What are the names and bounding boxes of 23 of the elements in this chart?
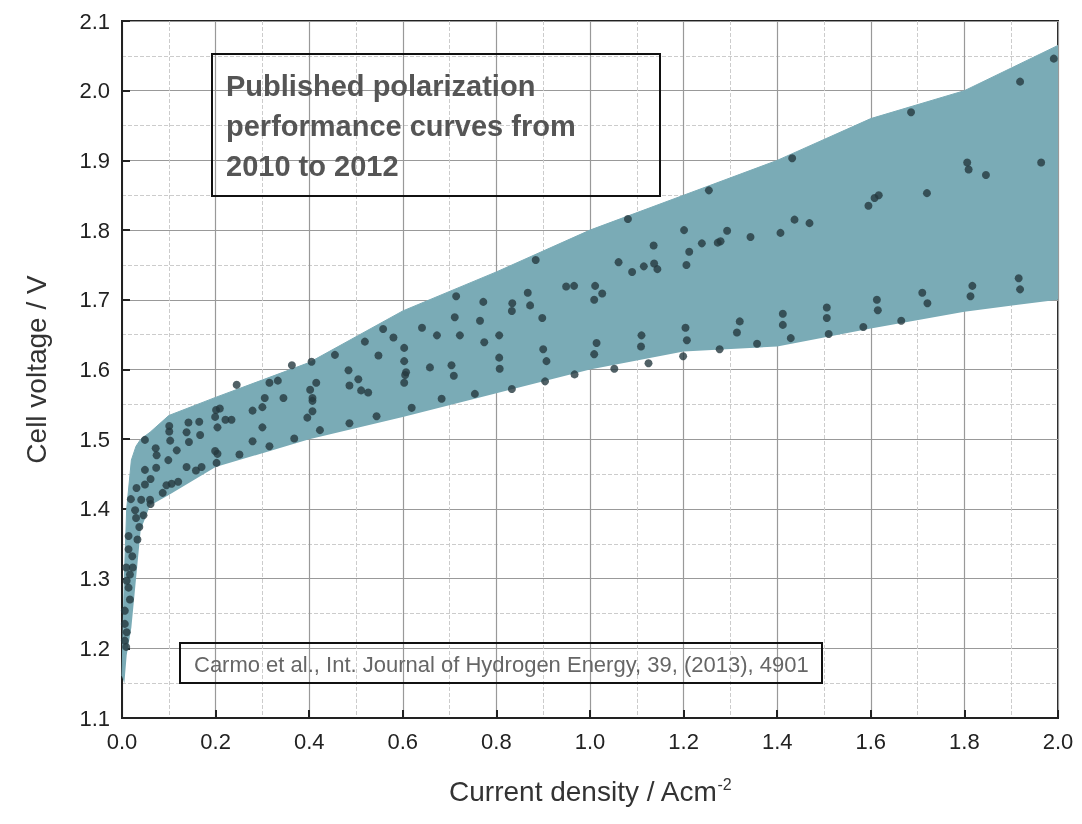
y-tick-label: 1.5: [79, 426, 110, 452]
y-tick-label: 1.2: [79, 635, 110, 661]
y-tick-label: 1.4: [79, 496, 110, 522]
x-tick-label: 0.8: [481, 728, 512, 754]
y-tick-label: 1.8: [79, 217, 110, 243]
y-tick-label: 1.9: [79, 147, 110, 173]
y-tick-label: 2.1: [79, 8, 110, 34]
x-tick-label: 1.8: [949, 728, 980, 754]
x-tick-label: 0.2: [200, 728, 231, 754]
y-tick-label: 2.0: [79, 78, 110, 104]
y-axis-title: Cell voltage / V: [20, 275, 52, 464]
x-tick-label: 1.0: [574, 728, 606, 754]
y-tick-label: 1.7: [79, 287, 110, 313]
y-tick-label: 1.3: [79, 566, 110, 592]
x-tick-label: 0.0: [106, 728, 138, 754]
x-tick-label: 1.2: [668, 728, 699, 754]
x-tick-label: 1.6: [855, 728, 887, 754]
y-tick-label: 1.1: [79, 705, 110, 731]
x-tick-label: 0.4: [293, 728, 325, 754]
y-tick-label: 1.6: [79, 357, 110, 382]
x-tick-label: 2.0: [1042, 728, 1074, 754]
x-tick-label: 0.6: [387, 728, 419, 754]
x-tick-label: 1.4: [761, 728, 793, 754]
